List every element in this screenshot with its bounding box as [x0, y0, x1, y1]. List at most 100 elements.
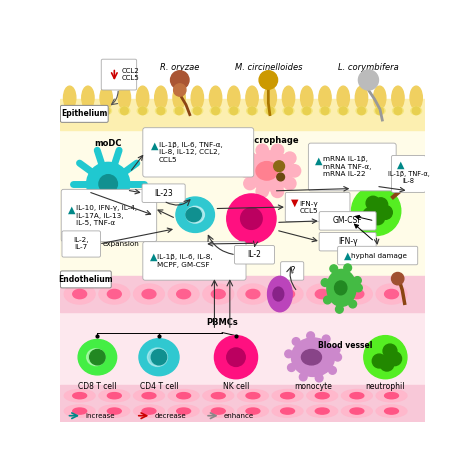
- Ellipse shape: [392, 86, 404, 109]
- Bar: [61, 109, 425, 280]
- Circle shape: [171, 71, 189, 89]
- FancyBboxPatch shape: [392, 155, 425, 192]
- Circle shape: [388, 352, 401, 365]
- Text: macrophage: macrophage: [241, 136, 299, 145]
- Circle shape: [227, 194, 276, 243]
- Ellipse shape: [256, 162, 278, 180]
- Text: neutrophil: neutrophil: [365, 382, 405, 391]
- Ellipse shape: [246, 107, 257, 115]
- Circle shape: [244, 177, 256, 190]
- Circle shape: [175, 107, 183, 115]
- Ellipse shape: [341, 405, 372, 417]
- Text: ▲: ▲: [150, 251, 157, 261]
- Text: Endothelium: Endothelium: [58, 275, 113, 284]
- Ellipse shape: [108, 290, 121, 299]
- Text: IL-1β, IL-6, IL-8,
MCPF, GM-CSF: IL-1β, IL-6, IL-8, MCPF, GM-CSF: [157, 254, 213, 268]
- Circle shape: [376, 107, 383, 115]
- Ellipse shape: [155, 86, 167, 109]
- Circle shape: [324, 296, 331, 304]
- Circle shape: [285, 350, 292, 358]
- Ellipse shape: [142, 408, 156, 414]
- Circle shape: [321, 279, 329, 286]
- Circle shape: [412, 107, 420, 115]
- Circle shape: [84, 107, 92, 115]
- Circle shape: [307, 332, 314, 339]
- Ellipse shape: [139, 339, 179, 376]
- Text: IL-2,
IL-7: IL-2, IL-7: [73, 237, 89, 250]
- Circle shape: [392, 273, 404, 285]
- FancyBboxPatch shape: [337, 246, 418, 265]
- Circle shape: [90, 349, 105, 365]
- Ellipse shape: [246, 86, 258, 109]
- Ellipse shape: [78, 339, 117, 375]
- Circle shape: [102, 107, 110, 115]
- Ellipse shape: [247, 151, 293, 191]
- Ellipse shape: [374, 86, 386, 109]
- Ellipse shape: [173, 107, 184, 115]
- Ellipse shape: [283, 86, 295, 109]
- Ellipse shape: [356, 86, 368, 109]
- Text: ▲: ▲: [68, 204, 76, 214]
- Ellipse shape: [376, 284, 407, 304]
- Ellipse shape: [203, 284, 234, 304]
- Circle shape: [277, 173, 284, 181]
- Ellipse shape: [210, 107, 221, 115]
- Ellipse shape: [186, 206, 204, 223]
- Text: Epithelium: Epithelium: [61, 109, 108, 118]
- Ellipse shape: [64, 405, 95, 417]
- Circle shape: [321, 107, 329, 115]
- FancyBboxPatch shape: [281, 262, 304, 280]
- FancyBboxPatch shape: [285, 192, 350, 222]
- Ellipse shape: [142, 392, 156, 399]
- Ellipse shape: [177, 408, 191, 414]
- Circle shape: [371, 211, 384, 225]
- Ellipse shape: [168, 284, 199, 304]
- Text: M. circinelloides: M. circinelloides: [235, 63, 302, 72]
- Circle shape: [358, 70, 378, 90]
- Ellipse shape: [335, 281, 347, 295]
- Text: moDC: moDC: [94, 139, 122, 148]
- Ellipse shape: [267, 276, 292, 312]
- Ellipse shape: [307, 390, 337, 402]
- Ellipse shape: [87, 349, 105, 365]
- Circle shape: [288, 364, 295, 372]
- Ellipse shape: [73, 408, 87, 414]
- Ellipse shape: [246, 408, 260, 414]
- Ellipse shape: [99, 390, 130, 402]
- Ellipse shape: [237, 405, 268, 417]
- Ellipse shape: [315, 408, 329, 414]
- Circle shape: [230, 107, 237, 115]
- Ellipse shape: [192, 107, 203, 115]
- Circle shape: [336, 305, 343, 313]
- FancyBboxPatch shape: [61, 105, 108, 122]
- Circle shape: [378, 206, 392, 219]
- Text: ▲: ▲: [315, 156, 323, 166]
- Ellipse shape: [137, 107, 148, 115]
- Circle shape: [372, 354, 386, 368]
- Text: CCL2
CCL5: CCL2 CCL5: [122, 68, 140, 81]
- Ellipse shape: [108, 392, 121, 399]
- Text: IL-1β, IL-6, TNF-α,
IL-8, IL-12, CCL2,
CCL5: IL-1β, IL-6, TNF-α, IL-8, IL-12, CCL2, C…: [159, 142, 223, 163]
- Circle shape: [214, 336, 257, 379]
- Text: ▼: ▼: [292, 197, 299, 208]
- FancyBboxPatch shape: [101, 59, 137, 90]
- Text: IL-1β, TNF-α,
IL-8: IL-1β, TNF-α, IL-8: [388, 171, 429, 183]
- Ellipse shape: [73, 290, 87, 299]
- Text: ▲: ▲: [397, 160, 404, 170]
- Circle shape: [363, 208, 377, 222]
- Circle shape: [273, 161, 284, 172]
- Circle shape: [374, 198, 388, 212]
- Ellipse shape: [392, 107, 403, 115]
- Text: GM-CSF: GM-CSF: [333, 217, 363, 226]
- Ellipse shape: [118, 86, 130, 109]
- Circle shape: [283, 152, 296, 164]
- Ellipse shape: [384, 290, 399, 299]
- FancyBboxPatch shape: [143, 128, 254, 177]
- Text: monocyte: monocyte: [294, 382, 332, 391]
- Circle shape: [364, 336, 407, 379]
- Ellipse shape: [203, 405, 234, 417]
- Circle shape: [300, 373, 307, 381]
- Ellipse shape: [142, 290, 156, 299]
- FancyBboxPatch shape: [309, 143, 396, 191]
- FancyBboxPatch shape: [319, 232, 376, 251]
